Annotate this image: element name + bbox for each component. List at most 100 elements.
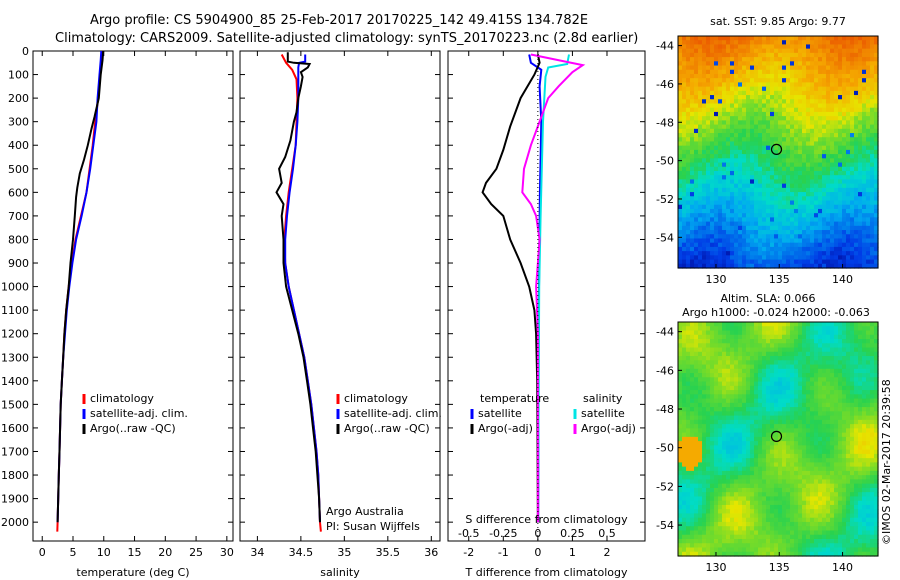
heatmap-cell	[770, 40, 775, 46]
heatmap-cell	[770, 242, 775, 248]
heatmap-cell	[734, 381, 739, 387]
heatmap-cell	[854, 364, 859, 370]
heatmap-cell	[678, 322, 683, 327]
heatmap-cell	[730, 251, 735, 256]
heatmap-cell	[838, 351, 843, 357]
heatmap-cell	[822, 200, 827, 206]
heatmap-cell	[690, 458, 695, 463]
heatmap-cell	[746, 385, 751, 391]
heatmap-cell	[790, 343, 795, 349]
heatmap-cell	[802, 196, 807, 202]
heatmap-cell	[730, 322, 735, 327]
heatmap-cell	[818, 175, 823, 181]
heatmap-cell	[778, 449, 783, 455]
heatmap-cell	[826, 179, 831, 185]
heatmap-cell	[870, 162, 875, 168]
heatmap-cell	[790, 398, 795, 404]
heatmap-cell	[734, 162, 739, 168]
heatmap-cell	[718, 196, 723, 202]
heatmap-cell	[842, 263, 847, 269]
heatmap-cell	[834, 133, 839, 138]
heatmap-cell	[678, 221, 683, 227]
heatmap-cell	[770, 483, 775, 489]
heatmap-cell	[814, 158, 819, 164]
heatmap-cell	[754, 221, 759, 227]
heatmap-cell	[714, 116, 719, 121]
heatmap-cell	[842, 381, 847, 387]
heatmap-cell	[874, 179, 879, 185]
heatmap-cell	[862, 475, 867, 481]
heatmap-cell	[762, 200, 767, 206]
heatmap-cell	[738, 373, 743, 378]
heatmap-cell	[766, 483, 771, 489]
heatmap-cell	[706, 65, 711, 71]
heatmap-cell	[694, 204, 699, 210]
heatmap-cell	[710, 322, 715, 327]
heatmap-cell	[678, 475, 683, 481]
heatmap-cell	[718, 255, 723, 261]
heatmap-cell	[690, 343, 695, 349]
heatmap-cell	[782, 453, 787, 459]
heatmap-cell	[858, 137, 863, 143]
heatmap-cell	[698, 475, 703, 481]
heatmap-cell	[814, 373, 819, 378]
heatmap-cell	[742, 466, 747, 472]
heatmap-cell	[750, 432, 755, 438]
heatmap-cell	[718, 445, 723, 451]
heatmap-cell	[726, 428, 731, 434]
heatmap-cell	[798, 149, 803, 155]
heatmap-cell	[770, 82, 775, 88]
heatmap-cell	[726, 398, 731, 404]
heatmap-cell	[770, 238, 775, 244]
heatmap-cell	[682, 187, 687, 193]
heatmap-cell	[678, 52, 683, 58]
heatmap-cell	[782, 196, 787, 202]
heatmap-cell	[806, 428, 811, 434]
heatmap-cell	[690, 154, 695, 159]
heatmap-cell	[694, 221, 699, 227]
heatmap-cell	[734, 145, 739, 151]
heatmap-cell	[750, 343, 755, 349]
heatmap-cell	[870, 419, 875, 425]
heatmap-cell	[806, 334, 811, 340]
heatmap-cell	[778, 398, 783, 404]
heatmap-cell	[698, 111, 703, 117]
heatmap-cell	[722, 330, 727, 336]
heatmap-cell	[734, 40, 739, 46]
x-axis-label: temperature (deg C)	[76, 566, 189, 579]
heatmap-cell	[838, 48, 843, 54]
heatmap-cell	[678, 411, 683, 417]
heatmap-cell	[830, 183, 835, 189]
heatmap-cell	[718, 432, 723, 438]
heatmap-cell	[730, 347, 735, 353]
heatmap-cell	[714, 48, 719, 54]
heatmap-cell	[734, 415, 739, 421]
heatmap-cell	[750, 187, 755, 193]
heatmap-cell	[686, 453, 691, 459]
heatmap-cell	[686, 230, 691, 235]
heatmap-cell	[826, 162, 831, 168]
heatmap-cell	[766, 170, 771, 176]
heatmap-cell	[854, 69, 859, 75]
heatmap-cell	[714, 360, 719, 366]
heatmap-cell	[686, 246, 691, 252]
heatmap-cell	[858, 52, 863, 58]
heatmap-cell	[750, 445, 755, 451]
heatmap-cell	[870, 330, 875, 336]
heatmap-cell	[730, 52, 735, 58]
heatmap-cell	[870, 78, 875, 83]
heatmap-cell	[710, 238, 715, 244]
heatmap-cell	[806, 449, 811, 455]
heatmap-cell	[718, 475, 723, 481]
heatmap-cell	[754, 238, 759, 244]
heatmap-cell	[814, 411, 819, 417]
heatmap-cell	[786, 394, 791, 400]
heatmap-cell	[790, 381, 795, 387]
heatmap-cell	[738, 322, 743, 327]
heatmap-cell	[690, 86, 695, 92]
heatmap-cell	[858, 470, 863, 476]
heatmap-cell	[830, 381, 835, 387]
heatmap-cell	[802, 179, 807, 185]
heatmap-cell	[754, 166, 759, 172]
heatmap-cell	[798, 78, 803, 83]
